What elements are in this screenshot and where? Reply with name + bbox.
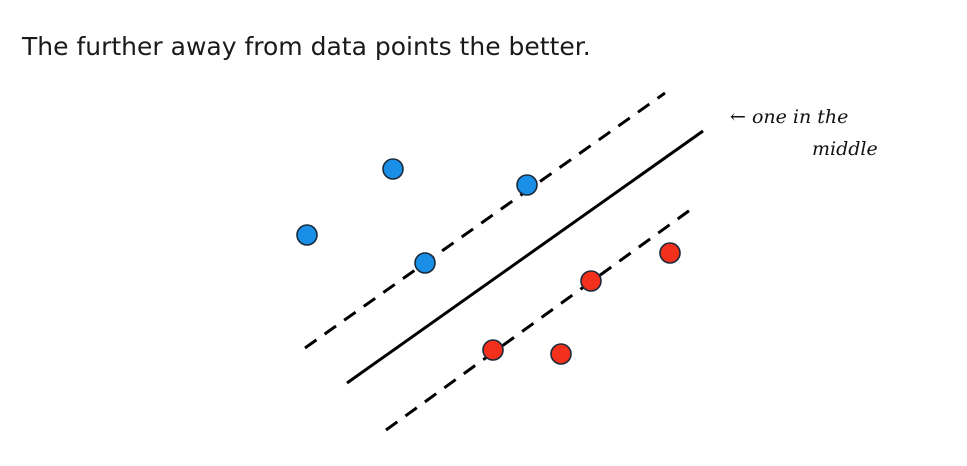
blue-data-point bbox=[414, 252, 436, 274]
decision-boundary-line bbox=[346, 129, 704, 385]
annotation-line-1: ← one in the bbox=[730, 106, 849, 128]
annotation-line-2: middle bbox=[812, 138, 878, 160]
slide-heading: The further away from data points the be… bbox=[22, 32, 591, 61]
red-data-point bbox=[482, 339, 504, 361]
lower-margin-line bbox=[385, 203, 698, 432]
upper-margin-line bbox=[304, 91, 666, 350]
blue-data-point bbox=[296, 224, 318, 246]
blue-data-point bbox=[516, 174, 538, 196]
red-data-point bbox=[580, 270, 602, 292]
red-data-point bbox=[659, 242, 681, 264]
red-data-point bbox=[550, 343, 572, 365]
blue-data-point bbox=[382, 158, 404, 180]
